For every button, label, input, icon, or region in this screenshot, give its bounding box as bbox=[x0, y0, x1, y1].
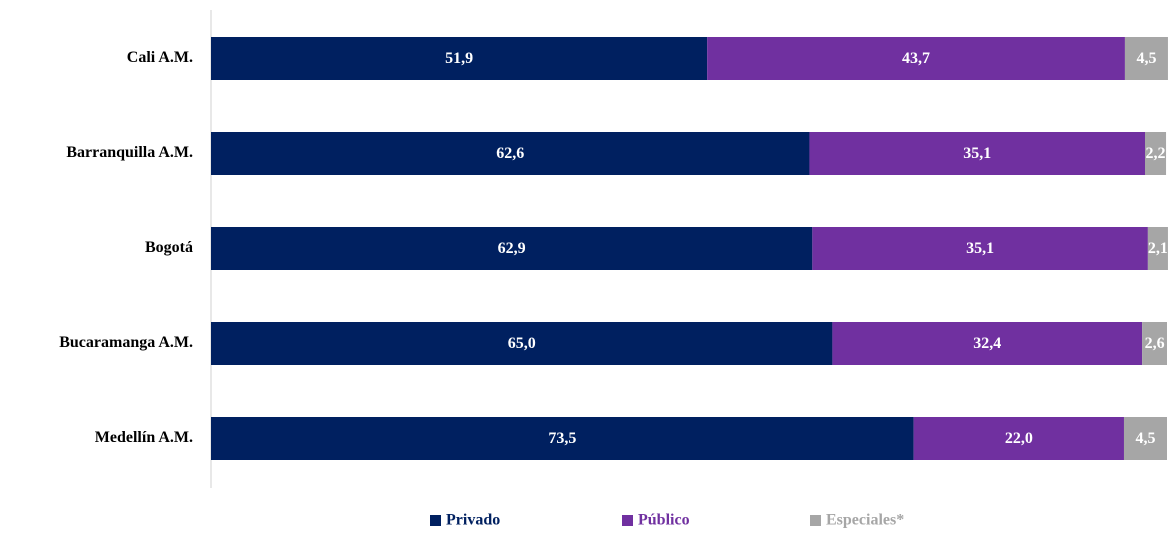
bar-segment bbox=[211, 132, 810, 175]
legend-label: Especiales* bbox=[826, 512, 904, 529]
y-tick-label: Barranquilla A.M. bbox=[66, 144, 193, 161]
bar-segment bbox=[1123, 417, 1167, 460]
legend-label: Público bbox=[638, 512, 690, 529]
data-label: 22,0 bbox=[1005, 430, 1033, 447]
y-tick-label: Cali A.M. bbox=[127, 49, 193, 66]
data-label: 4,5 bbox=[1136, 50, 1156, 67]
data-label: 51,9 bbox=[445, 50, 473, 67]
bar-segment bbox=[812, 227, 1148, 270]
data-label: 2,2 bbox=[1146, 145, 1166, 162]
data-label: 65,0 bbox=[508, 335, 536, 352]
bar-segment bbox=[809, 132, 1146, 175]
bar-segment bbox=[211, 37, 708, 80]
bar-segment bbox=[1145, 132, 1167, 175]
bar-segment bbox=[1124, 37, 1168, 80]
data-label: 32,4 bbox=[973, 335, 1001, 352]
data-label: 62,6 bbox=[496, 145, 524, 162]
data-label: 62,9 bbox=[498, 240, 526, 257]
bar-segment bbox=[211, 227, 813, 270]
legend-swatch bbox=[430, 515, 441, 526]
bar-segment bbox=[211, 322, 833, 365]
data-label: 43,7 bbox=[902, 50, 930, 67]
data-label: 73,5 bbox=[548, 430, 576, 447]
data-label: 2,6 bbox=[1145, 335, 1165, 352]
legend-swatch bbox=[810, 515, 821, 526]
y-tick-label: Bucaramanga A.M. bbox=[59, 334, 193, 351]
bar-segment bbox=[913, 417, 1124, 460]
bar-segment bbox=[832, 322, 1143, 365]
y-tick-label: Medellín A.M. bbox=[95, 429, 193, 446]
data-label: 35,1 bbox=[966, 240, 994, 257]
bar-segment bbox=[1147, 227, 1168, 270]
y-tick-label: Bogotá bbox=[145, 239, 193, 256]
data-label: 4,5 bbox=[1135, 430, 1155, 447]
legend-label: Privado bbox=[446, 512, 500, 529]
bar-segment bbox=[1142, 322, 1167, 365]
legend-swatch bbox=[622, 515, 633, 526]
bar-segment bbox=[707, 37, 1125, 80]
data-label: 2,1 bbox=[1148, 240, 1168, 257]
data-label: 35,1 bbox=[963, 145, 991, 162]
bar-segment bbox=[211, 417, 914, 460]
